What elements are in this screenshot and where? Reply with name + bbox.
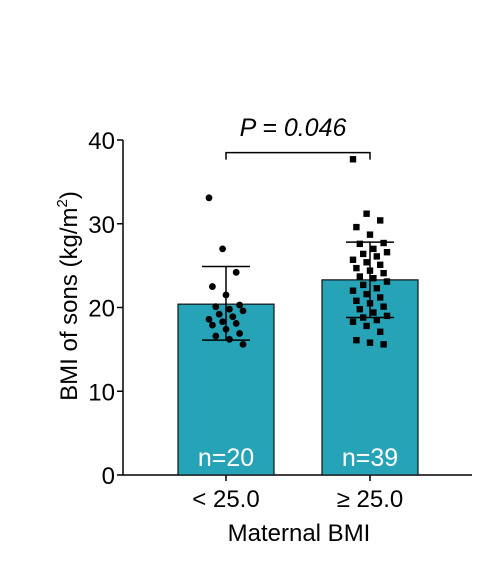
data-point xyxy=(349,318,357,325)
significance-bracket: P = 0.046 xyxy=(225,114,371,160)
data-point xyxy=(377,294,384,301)
data-point xyxy=(363,259,370,266)
data-point xyxy=(373,253,380,260)
data-point xyxy=(356,273,363,280)
data-point xyxy=(353,264,360,272)
data-point xyxy=(380,303,387,310)
data-point xyxy=(366,231,374,238)
y-tick-label: 10 xyxy=(88,379,115,406)
data-point xyxy=(356,240,363,248)
data-point xyxy=(219,245,227,253)
data-point xyxy=(363,290,370,298)
data-point xyxy=(215,310,223,318)
bracket-line xyxy=(225,151,371,160)
data-point xyxy=(383,249,391,256)
data-point xyxy=(239,307,247,315)
data-point xyxy=(360,250,367,258)
x-tick-label: ≥ 25.0 xyxy=(337,486,404,513)
x-axis-label: Maternal BMI xyxy=(228,520,371,547)
data-point xyxy=(363,210,370,217)
data-point xyxy=(366,339,374,346)
data-point xyxy=(353,223,360,231)
data-points xyxy=(205,156,391,348)
y-tick-label: 30 xyxy=(88,212,115,239)
bar-n-label: n=39 xyxy=(342,444,398,472)
data-point xyxy=(239,340,247,348)
data-point xyxy=(209,321,216,329)
y-tick-label: 20 xyxy=(88,296,115,323)
data-point xyxy=(226,335,233,343)
y-tick-label: 0 xyxy=(102,463,115,490)
data-point xyxy=(373,316,380,324)
data-point xyxy=(377,328,384,335)
data-point xyxy=(353,336,360,344)
data-point xyxy=(212,332,220,340)
data-point xyxy=(226,305,233,313)
data-point xyxy=(219,318,227,326)
data-point xyxy=(383,278,391,285)
data-point xyxy=(236,301,244,309)
data-point xyxy=(232,320,240,327)
data-point xyxy=(370,309,377,316)
data-point xyxy=(383,312,391,320)
data-point xyxy=(349,256,357,263)
data-point xyxy=(205,194,213,202)
data-point xyxy=(232,268,240,276)
y-tick-label: 40 xyxy=(88,128,115,155)
x-tick-label: < 25.0 xyxy=(192,486,259,513)
bar-n-label: n=20 xyxy=(198,444,254,472)
data-point xyxy=(236,330,244,337)
p-value-label: P = 0.046 xyxy=(240,114,347,142)
error-bars xyxy=(202,241,394,341)
data-point xyxy=(353,297,360,304)
data-point xyxy=(205,315,213,323)
data-point xyxy=(370,245,377,253)
data-point xyxy=(360,281,367,289)
y-axis-label: BMI of sons (kg/m2) xyxy=(54,191,83,401)
data-point xyxy=(209,283,216,290)
data-point xyxy=(229,313,237,321)
axes: 0 10 20 30 40 < 25.0 ≥ 25.0 xyxy=(88,128,472,513)
data-point xyxy=(373,285,380,292)
data-point xyxy=(356,305,363,313)
data-point xyxy=(380,239,387,247)
data-point xyxy=(380,269,387,277)
data-point xyxy=(380,341,387,348)
data-point xyxy=(370,274,377,282)
data-point xyxy=(377,217,384,224)
data-point xyxy=(212,303,220,311)
data-point xyxy=(349,287,357,294)
data-point xyxy=(349,156,357,163)
data-point xyxy=(377,261,384,268)
data-point xyxy=(363,322,370,330)
